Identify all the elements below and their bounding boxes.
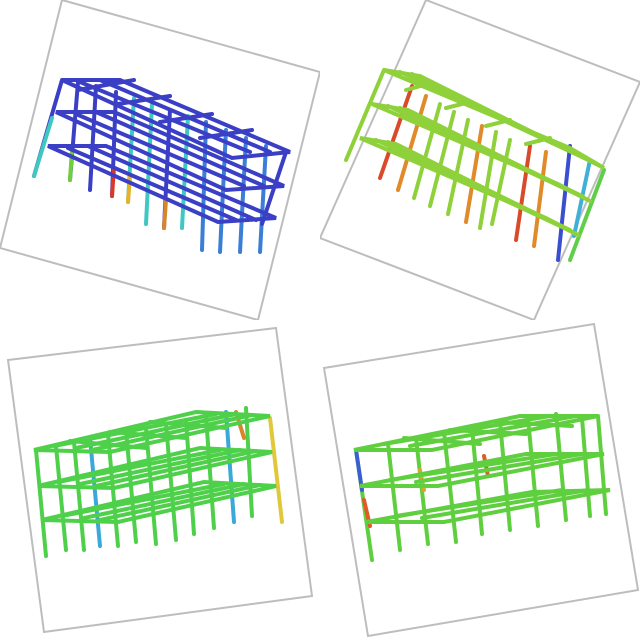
panel-bottom-left — [0, 320, 320, 640]
card-border — [322, 322, 640, 638]
panel-top-left — [0, 0, 320, 320]
frame-figure-top-right — [320, 0, 640, 320]
panel-bottom-right — [320, 320, 640, 640]
frame-structure — [33, 406, 284, 558]
frame-structure — [353, 412, 611, 562]
frame-figure-bottom-left — [6, 326, 314, 634]
frame-structure — [32, 78, 291, 254]
panel-top-right — [320, 0, 640, 320]
card-border — [6, 326, 314, 634]
frame-figure-bottom-right — [322, 322, 640, 638]
frame-figure-top-left — [0, 0, 320, 320]
frame-structure — [344, 68, 606, 262]
